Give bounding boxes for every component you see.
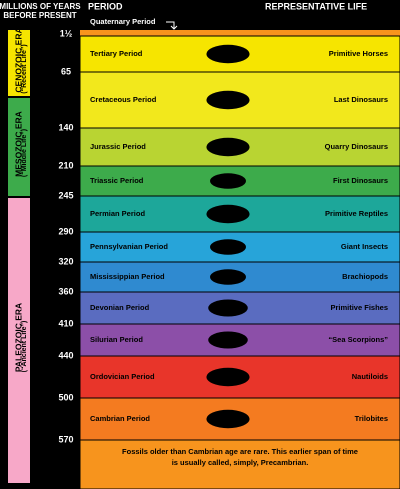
- year-label: 65: [61, 66, 71, 76]
- period-name: Ordovician Period: [90, 372, 155, 381]
- era-note: (“Ancient Life”): [21, 321, 28, 373]
- fossil-icon: [206, 409, 250, 429]
- representative-life: Primitive Fishes: [330, 303, 388, 312]
- period-name: Silurian Period: [90, 335, 143, 344]
- fossil-icon: [208, 331, 248, 349]
- fossil-icon: [210, 173, 246, 189]
- representative-life: Nautiloids: [352, 372, 388, 381]
- era-bar: [8, 30, 30, 96]
- period-header: PERIOD: [88, 1, 123, 11]
- year-label: 500: [58, 392, 73, 402]
- fossil-icon: [208, 299, 248, 317]
- quaternary-band: [80, 30, 400, 36]
- period-name: Pennsylvanian Period: [90, 242, 168, 251]
- precambrian-note: is usually called, simply, Precambrian.: [172, 458, 309, 467]
- year-label: 440: [58, 350, 73, 360]
- quaternary-arrow: [166, 21, 178, 30]
- fossil-icon: [206, 367, 250, 387]
- fossil-icon: [210, 269, 246, 285]
- representative-life: Brachiopods: [342, 272, 388, 281]
- period-name: Mississippian Period: [90, 272, 165, 281]
- period-name: Jurassic Period: [90, 142, 146, 151]
- period-name: Permian Period: [90, 209, 145, 218]
- representative-life: Primitive Horses: [329, 49, 388, 58]
- period-name: Cambrian Period: [90, 414, 150, 423]
- precambrian-note: Fossils older than Cambrian age are rare…: [122, 447, 358, 456]
- fossil-icon: [206, 204, 250, 224]
- era-note: (“Recent Life”): [21, 44, 28, 93]
- precambrian-band: [79, 439, 400, 489]
- fossil-icon: [210, 239, 246, 255]
- representative-life: Trilobites: [355, 414, 388, 423]
- year-label: 290: [58, 226, 73, 236]
- representative-life: Giant Insects: [341, 242, 388, 251]
- era-note: (“Middle Life”): [21, 129, 28, 177]
- representative-life: Last Dinosaurs: [334, 95, 388, 104]
- year-label: 1½: [60, 28, 73, 38]
- fossil-icon: [206, 90, 250, 110]
- representative-life: Quarry Dinosaurs: [325, 142, 388, 151]
- period-name: Cretaceous Period: [90, 95, 157, 104]
- year-label: 245: [58, 190, 73, 200]
- years-header: MILLIONS OF YEARS: [0, 2, 81, 11]
- representative-life: First Dinosaurs: [333, 176, 388, 185]
- era-name: CENOZOIC ERA: [13, 27, 23, 92]
- fossil-icon: [206, 137, 250, 157]
- representative-life: “Sea Scorpions”: [328, 335, 388, 344]
- period-name: Tertiary Period: [90, 49, 143, 58]
- year-label: 360: [58, 286, 73, 296]
- era-name: MESOZOIC ERA: [13, 111, 23, 177]
- period-name: Triassic Period: [90, 176, 144, 185]
- era-bar: [8, 98, 30, 196]
- fossil-icon: [206, 44, 250, 64]
- year-label: 410: [58, 318, 73, 328]
- quaternary-label: Quaternary Period: [90, 17, 156, 26]
- year-label: 570: [58, 434, 73, 444]
- year-label: 140: [58, 122, 73, 132]
- life-header: REPRESENTATIVE LIFE: [265, 1, 367, 11]
- era-name: PALEOZOIC ERA: [13, 303, 23, 372]
- representative-life: Primitive Reptiles: [325, 209, 388, 218]
- year-label: 210: [58, 160, 73, 170]
- era-bar: [8, 198, 30, 483]
- period-name: Devonian Period: [90, 303, 150, 312]
- year-label: 320: [58, 256, 73, 266]
- years-header: BEFORE PRESENT: [3, 11, 76, 20]
